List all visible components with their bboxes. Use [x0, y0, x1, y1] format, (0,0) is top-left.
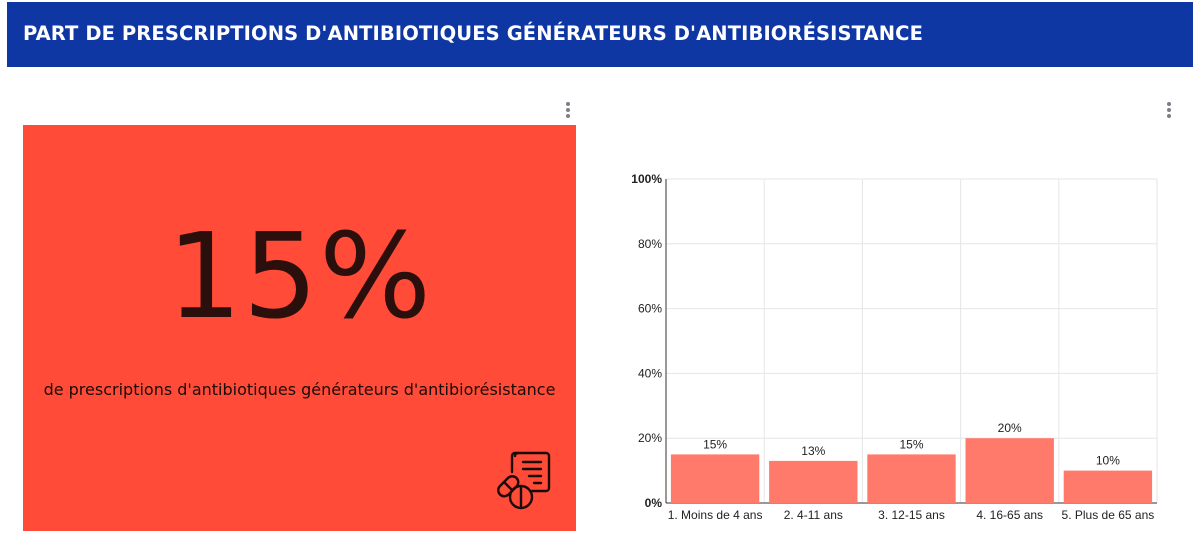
bar	[1063, 470, 1153, 503]
y-tick-label: 80%	[638, 237, 662, 251]
kpi-value: 15%	[166, 207, 433, 345]
bar-data-label: 15%	[703, 437, 727, 451]
bar-data-label: 13%	[801, 444, 825, 458]
bar	[670, 454, 760, 503]
bar-data-label: 20%	[998, 421, 1022, 435]
y-tick-label: 20%	[638, 431, 662, 445]
x-tick-label: 5. Plus de 65 ans	[1062, 508, 1155, 522]
dashboard-header: PART DE PRESCRIPTIONS D'ANTIBIOTIQUES GÉ…	[7, 2, 1193, 67]
bar-chart-svg: 0% 20% 40% 60% 80% 100% 15% 1. Moins de 4 ans 13…	[631, 172, 1158, 522]
bar-data-label: 15%	[899, 437, 923, 451]
y-tick-label: 0%	[645, 496, 663, 510]
x-tick-label: 3. 12-15 ans	[878, 508, 945, 522]
y-tick-label: 100%	[631, 172, 662, 186]
kpi-card: 15% de prescriptions d'antibiotiques gén…	[23, 125, 576, 531]
age-bar-chart: 0% 20% 40% 60% 80% 100% 15% 1. Moins de 4 ans 13…	[620, 160, 1180, 530]
bar	[769, 460, 858, 503]
x-tick-label: 2. 4-11 ans	[784, 508, 843, 522]
x-tick-label: 1. Moins de 4 ans	[668, 508, 763, 522]
bar	[867, 454, 956, 503]
y-tick-label: 40%	[638, 366, 662, 380]
y-tick-label: 60%	[638, 302, 662, 316]
x-tick-label: 4. 16-65 ans	[976, 508, 1043, 522]
bar-data-label: 10%	[1096, 454, 1120, 468]
kpi-caption: de prescriptions d'antibiotiques générat…	[43, 380, 556, 399]
page-title: PART DE PRESCRIPTIONS D'ANTIBIOTIQUES GÉ…	[23, 22, 923, 45]
bar	[965, 438, 1054, 503]
kpi-menu-icon[interactable]	[564, 102, 572, 122]
chart-menu-icon[interactable]	[1165, 102, 1173, 122]
prescription-pills-icon	[497, 451, 551, 510]
